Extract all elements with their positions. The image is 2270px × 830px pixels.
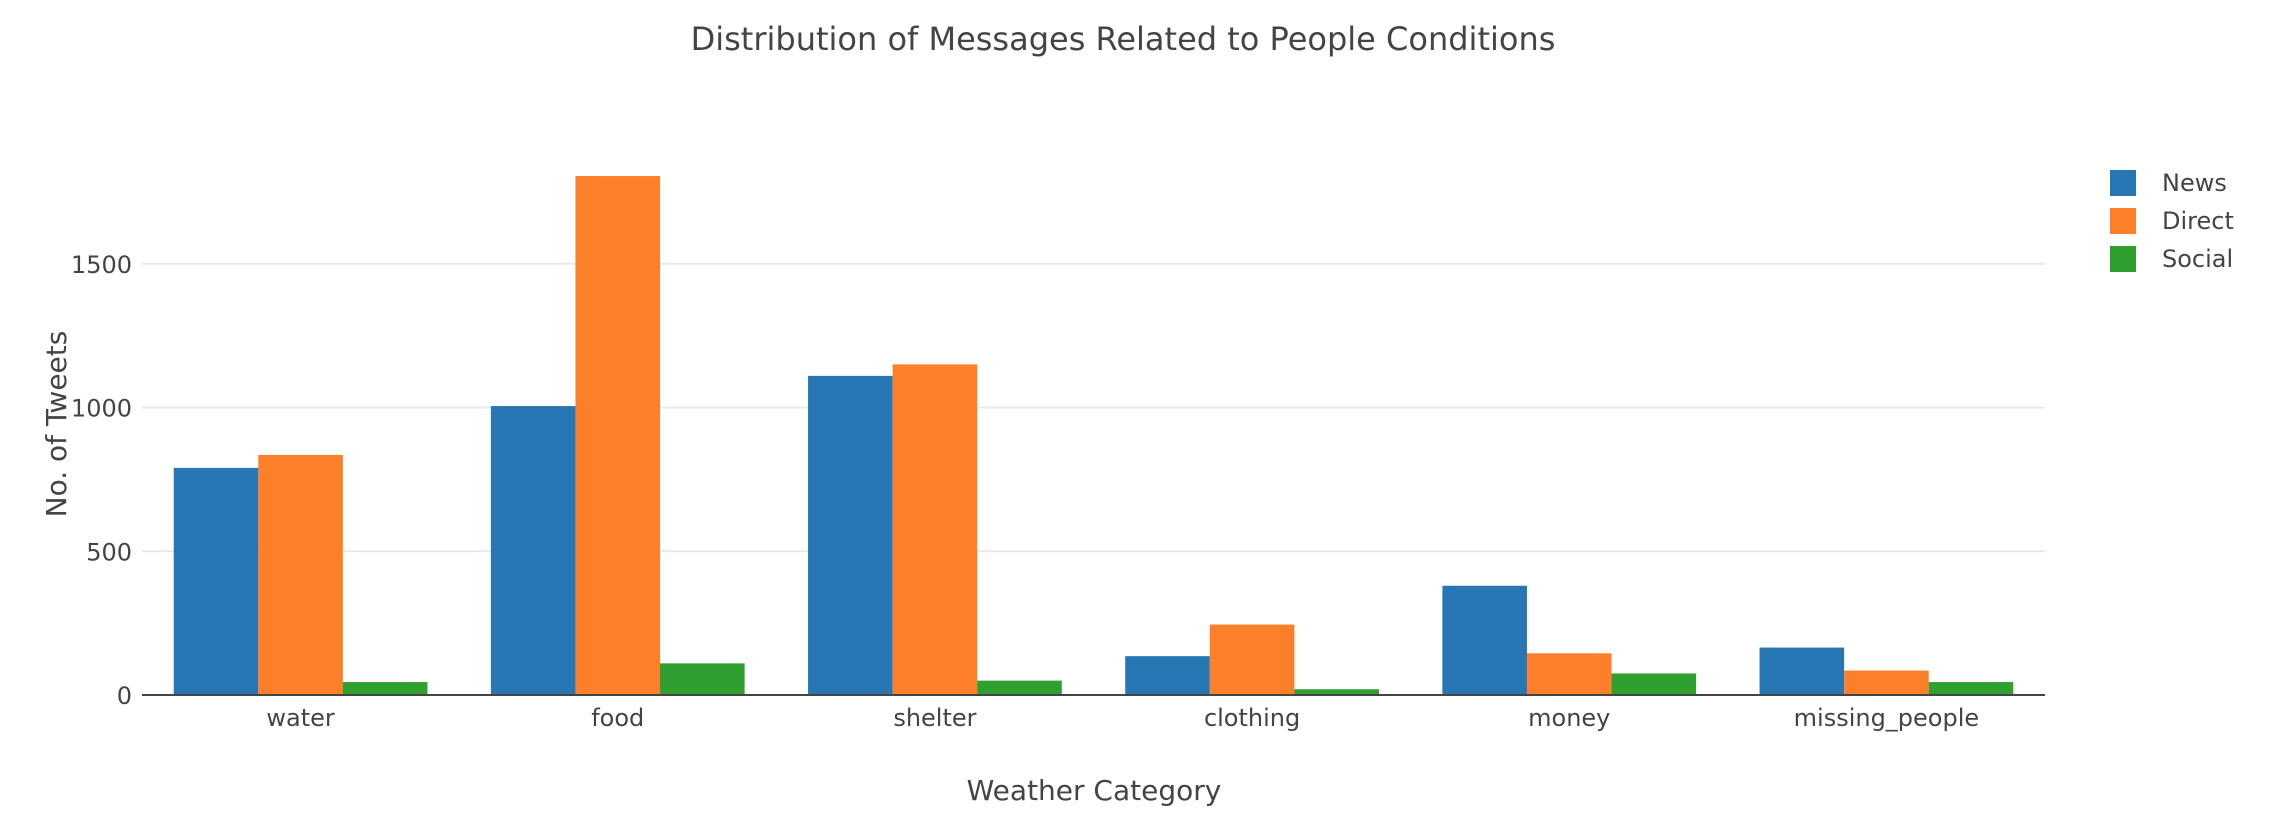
bar-social-missing_people[interactable] bbox=[1928, 682, 2014, 695]
legend[interactable]: News Direct Social bbox=[2110, 169, 2234, 273]
x-tick-label: missing_people bbox=[1794, 704, 1980, 732]
bar-social-clothing[interactable] bbox=[1294, 689, 1379, 695]
chart-title: Distribution of Messages Related to Peop… bbox=[691, 20, 1556, 58]
bar-social-water[interactable] bbox=[342, 682, 428, 695]
x-tick-label: shelter bbox=[893, 704, 976, 732]
x-axis-title: Weather Category bbox=[967, 774, 1222, 807]
grid bbox=[142, 262, 2045, 553]
bar-direct-shelter[interactable] bbox=[892, 364, 978, 695]
bar-news-water[interactable] bbox=[173, 467, 259, 695]
bar-news-clothing[interactable] bbox=[1125, 656, 1210, 695]
x-tick-label: food bbox=[591, 704, 644, 732]
bar-direct-money[interactable] bbox=[1526, 653, 1612, 695]
bar-news-food[interactable] bbox=[490, 406, 576, 695]
bar-social-shelter[interactable] bbox=[977, 680, 1062, 695]
bar-news-shelter[interactable] bbox=[808, 375, 893, 695]
bar-social-money[interactable] bbox=[1611, 673, 1697, 695]
legend-swatch-social[interactable] bbox=[2110, 246, 2136, 272]
y-tick-label: 500 bbox=[86, 538, 132, 566]
bar-direct-missing_people[interactable] bbox=[1844, 670, 1929, 695]
bar-direct-water[interactable] bbox=[258, 454, 343, 695]
y-axis-title: No. of Tweets bbox=[40, 331, 73, 518]
x-tick-label: water bbox=[266, 704, 335, 732]
axes: 0 500 1000 1500 water food shelter clothing mone… bbox=[71, 251, 2045, 732]
bar-news-missing_people[interactable] bbox=[1759, 647, 1845, 695]
legend-label-news[interactable]: News bbox=[2162, 169, 2227, 197]
y-tick-label: 1000 bbox=[71, 395, 132, 423]
bars bbox=[173, 176, 2014, 695]
x-tick-label: money bbox=[1528, 704, 1610, 732]
legend-label-social[interactable]: Social bbox=[2162, 245, 2233, 273]
x-tick-label: clothing bbox=[1204, 704, 1300, 732]
y-tick-label: 0 bbox=[117, 682, 132, 710]
legend-swatch-direct[interactable] bbox=[2110, 208, 2136, 234]
bar-direct-clothing[interactable] bbox=[1209, 624, 1295, 695]
bar-social-food[interactable] bbox=[660, 663, 745, 695]
legend-label-direct[interactable]: Direct bbox=[2162, 207, 2234, 235]
y-tick-label: 1500 bbox=[71, 251, 132, 279]
bar-direct-food[interactable] bbox=[575, 176, 661, 695]
legend-swatch-news[interactable] bbox=[2110, 170, 2136, 196]
bar-news-money[interactable] bbox=[1442, 585, 1527, 695]
